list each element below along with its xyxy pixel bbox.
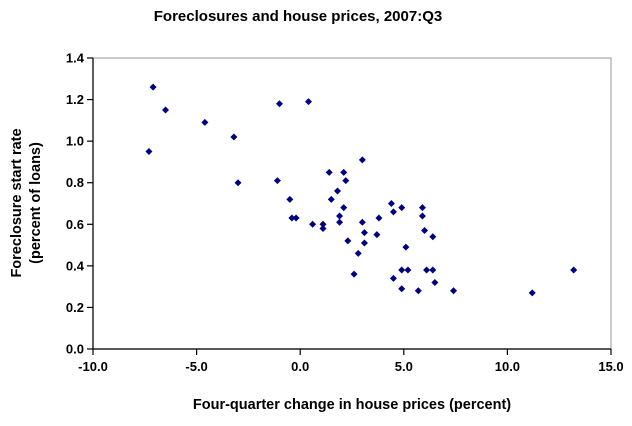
data-point [398,285,406,293]
data-point [360,229,368,237]
data-point [389,274,397,282]
data-point [570,266,578,274]
data-point [333,187,341,195]
data-point [327,195,335,203]
data-point [162,106,170,114]
y-tick-label: 0.0 [66,342,84,357]
data-point [304,98,312,106]
data-point [358,218,366,226]
data-point [389,208,397,216]
x-axis-title: Four-quarter change in house prices (per… [192,397,512,413]
x-tick-label: -5.0 [185,359,207,374]
data-point [340,168,348,176]
x-tick-label: -10.0 [78,359,108,374]
y-tick-label: 0.4 [66,258,85,273]
data-point [414,287,422,295]
y-tick-label: 1.0 [66,134,84,149]
data-point [342,177,350,185]
y-tick-label: 1.2 [66,92,84,107]
plot-border [92,57,612,350]
data-point [398,266,406,274]
data-point [360,239,368,247]
y-tick-label: 0.6 [66,217,84,232]
data-point [373,231,381,239]
y-tick-label: 1.4 [66,51,85,66]
data-point [375,214,383,222]
data-point [344,237,352,245]
data-point [145,148,153,156]
data-point [429,266,437,274]
data-point [418,212,426,220]
data-point [230,133,238,141]
data-point [528,289,536,297]
data-point [336,212,344,220]
data-point [402,243,410,251]
data-point [421,227,429,235]
data-point [286,195,294,203]
data-point [336,218,344,226]
data-point [319,224,327,232]
data-point [358,156,366,164]
data-point [350,270,358,278]
x-tick-label: 5.0 [395,359,413,374]
data-point [450,287,458,295]
x-tick-label: 15.0 [598,359,623,374]
data-point [340,204,348,212]
data-point [288,214,296,222]
data-point [309,220,317,228]
data-point [431,278,439,286]
data-point [149,83,157,91]
data-point [354,249,362,257]
data-point [325,168,333,176]
data-point [292,214,300,222]
data-point [429,233,437,241]
y-tick-label: 0.2 [66,300,84,315]
data-point [275,100,283,108]
data-point [273,177,281,185]
y-tick-label: 0.8 [66,175,84,190]
data-point [387,200,395,207]
data-point [234,179,242,187]
data-point [404,266,412,274]
x-tick-label: 0.0 [291,359,309,374]
x-tick-label: 10.0 [495,359,520,374]
chart-title: Foreclosures and house prices, 2007:Q3 [153,8,443,25]
data-point [398,204,406,212]
data-point [418,204,426,212]
data-point [201,118,209,126]
data-point [423,266,431,274]
data-point [319,220,327,228]
